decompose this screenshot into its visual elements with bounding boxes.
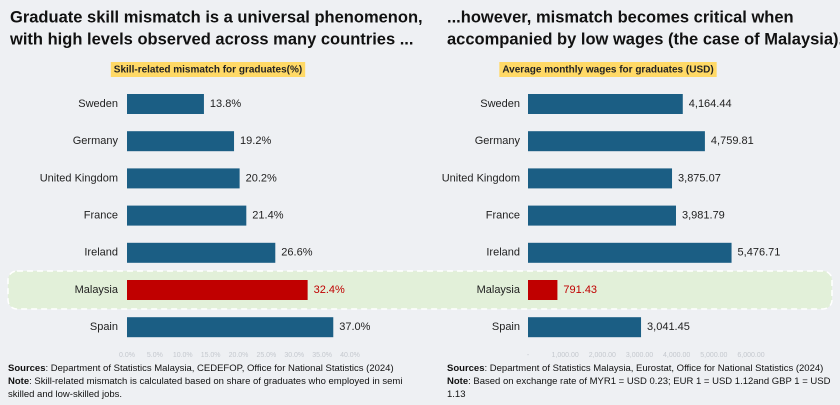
subtitle-background <box>110 62 306 77</box>
value-label: 3,981.79 <box>682 210 725 222</box>
sources: Sources: Department of Statistics Malays… <box>8 362 402 375</box>
chart-subtitle: Average monthly wages for graduates (USD… <box>502 65 713 76</box>
value-label: 13.8% <box>210 98 241 110</box>
value-label: 32.4% <box>314 284 345 296</box>
bar <box>127 242 276 263</box>
bar <box>127 280 308 300</box>
category-label: Sweden <box>480 98 520 110</box>
x-tick-label: 1,000.00 <box>552 352 579 359</box>
category-label: Ireland <box>486 247 520 259</box>
bar <box>528 205 676 226</box>
value-label: 4,164.44 <box>689 98 732 110</box>
note-text: skilled and low-skilled jobs. <box>8 389 123 400</box>
x-tick-label: 30.0% <box>284 352 304 359</box>
note-label: Note <box>447 376 469 387</box>
category-label: Spain <box>492 321 520 333</box>
x-tick-label: 4,000.00 <box>663 352 690 359</box>
footnote: Sources: Department of Statistics Malays… <box>447 362 840 401</box>
value-label: 20.2% <box>246 172 277 184</box>
category-label: Malaysia <box>477 284 521 296</box>
bar <box>528 168 673 189</box>
note-text: : Skill-related mismatch is calculated b… <box>29 376 403 387</box>
bar <box>528 94 683 114</box>
x-tick-label: 40.0% <box>340 352 360 359</box>
note-line: Note: Skill-related mismatch is calculat… <box>8 375 402 388</box>
x-tick-label: 0.0% <box>119 352 135 359</box>
sources-text: : Department of Statistics Malaysia, Eur… <box>484 363 824 374</box>
value-label: 3,041.45 <box>647 321 690 333</box>
category-label: Ireland <box>84 247 118 259</box>
note-text: : Based on exchange rate of MYR1 = USD 0… <box>447 376 831 400</box>
category-label: Spain <box>90 321 118 333</box>
bar <box>127 168 240 189</box>
bar <box>127 205 247 226</box>
x-tick-label: 3,000.00 <box>626 352 653 359</box>
x-tick-label: 2,000.00 <box>589 352 616 359</box>
subtitle-background <box>499 62 717 77</box>
category-label: France <box>84 210 118 222</box>
value-label: 37.0% <box>339 321 370 333</box>
note-label: Note <box>8 376 30 387</box>
bar <box>127 317 334 338</box>
category-label: France <box>486 210 520 222</box>
chart-title: Graduate skill mismatch is a universal p… <box>10 8 423 26</box>
chart-subtitle: Skill-related mismatch for graduates(%) <box>114 65 302 76</box>
value-label: 791.43 <box>563 284 597 296</box>
x-tick-label: 35.0% <box>312 352 332 359</box>
x-tick-label: 5.0% <box>147 352 163 359</box>
bar <box>528 280 558 300</box>
bar <box>127 131 235 152</box>
note-line: skilled and low-skilled jobs. <box>8 388 402 401</box>
value-label: 19.2% <box>240 135 271 147</box>
category-label: Sweden <box>78 98 118 110</box>
bar <box>127 94 204 114</box>
sources-text: : Department of Statistics Malaysia, CED… <box>45 363 394 374</box>
footnote: Sources: Department of Statistics Malays… <box>8 362 402 401</box>
category-label: Malaysia <box>75 284 119 296</box>
note-line: Note: Based on exchange rate of MYR1 = U… <box>447 375 840 401</box>
value-label: 4,759.81 <box>711 135 754 147</box>
x-tick-label: 20.0% <box>229 352 249 359</box>
sources-label: Sources <box>8 363 46 374</box>
chart-title: with high levels observed across many co… <box>9 30 413 48</box>
bar <box>528 317 642 338</box>
category-label: Germany <box>475 135 521 147</box>
sources-label: Sources <box>447 363 485 374</box>
x-tick-label: 5,000.00 <box>700 352 727 359</box>
x-tick-label: - <box>527 352 530 359</box>
x-tick-label: 6,000.00 <box>737 352 764 359</box>
category-label: Germany <box>73 135 119 147</box>
chart-title: ...however, mismatch becomes critical wh… <box>447 8 794 26</box>
value-label: 5,476.71 <box>738 247 781 259</box>
category-label: United Kingdom <box>40 172 118 184</box>
x-tick-label: 25.0% <box>256 352 276 359</box>
bar <box>528 131 705 152</box>
value-label: 3,875.07 <box>678 172 721 184</box>
category-label: United Kingdom <box>442 172 520 184</box>
x-tick-label: 10.0% <box>173 352 193 359</box>
value-label: 26.6% <box>281 247 312 259</box>
value-label: 21.4% <box>252 210 283 222</box>
sources: Sources: Department of Statistics Malays… <box>447 362 840 375</box>
bar <box>528 242 732 263</box>
x-tick-label: 15.0% <box>201 352 221 359</box>
chart-title: accompanied by low wages (the case of Ma… <box>447 30 840 48</box>
